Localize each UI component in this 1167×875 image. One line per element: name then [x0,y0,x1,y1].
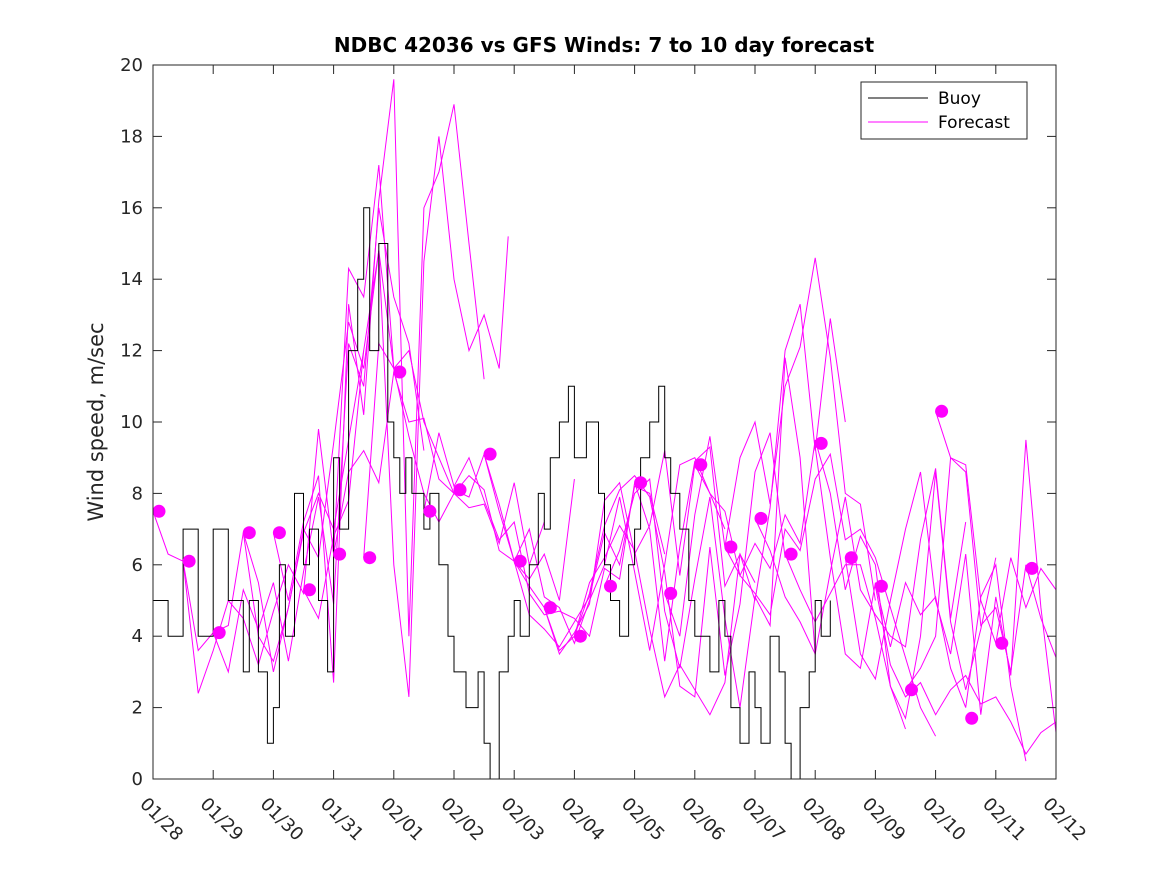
forecast-line-21 [784,471,997,720]
forecast-marker [724,540,738,554]
chart-title: NDBC 42036 vs GFS Winds: 7 to 10 day for… [334,33,875,57]
forecast-line-7 [333,371,545,567]
y-tick-label: 16 [120,198,143,219]
forecast-marker [212,626,226,640]
forecast-marker [754,511,768,525]
forecast-marker [874,579,888,593]
forecast-markers [152,365,1039,725]
forecast-line-8 [363,341,575,601]
forecast-marker [694,458,708,472]
legend: Buoy Forecast [860,81,1028,140]
legend-buoy-label: Buoy [938,89,981,109]
forecast-series [152,79,1057,762]
y-tick-label: 14 [120,269,143,290]
y-tick-label: 8 [132,483,143,504]
y-tick-label: 0 [132,769,143,790]
y-tick-label: 20 [120,55,143,76]
forecast-marker [393,365,407,379]
forecast-marker [303,583,316,597]
forecast-line-20 [754,468,967,656]
forecast-marker [483,447,497,461]
forecast-marker [814,436,828,450]
y-tick-label: 4 [132,626,143,647]
y-axis-label: Wind speed, m/sec [84,322,108,521]
forecast-marker [995,636,1009,650]
forecast-marker [453,483,467,497]
forecast-marker [604,579,617,593]
forecast-line-19 [724,452,937,737]
forecast-marker [242,526,256,540]
forecast-line-17 [664,257,876,637]
forecast-line-24 [874,586,1057,755]
forecast-line-26 [935,411,1057,673]
forecast-line-23 [844,439,1057,733]
forecast-line-16 [634,304,846,662]
forecast-marker [844,551,858,565]
forecast-marker [573,629,587,643]
forecast-marker [784,547,798,561]
forecast-line-11 [483,450,696,656]
forecast-line-22 [814,446,1027,762]
forecast-marker [1025,561,1039,575]
forecast-line-14 [573,432,786,698]
plot-area [152,64,1057,780]
forecast-line-5 [272,79,485,683]
y-tick-label: 18 [120,126,143,147]
forecast-line-12 [513,457,726,651]
forecast-marker [152,504,166,518]
buoy-line [153,207,831,780]
forecast-marker [513,554,527,568]
legend-forecast-label: Forecast [938,113,1010,133]
forecast-marker [935,404,949,418]
forecast-marker [965,711,979,725]
forecast-marker [905,683,918,697]
forecast-line-1 [152,350,365,673]
forecast-marker [182,554,196,568]
y-tick-label: 10 [120,412,143,433]
forecast-line-18 [694,439,906,730]
forecast-line-3 [212,207,425,674]
forecast-line-13 [543,524,756,716]
forecast-marker [363,551,377,565]
forecast-marker [423,504,437,518]
y-tick-label: 12 [120,341,143,362]
y-tick-label: 2 [132,698,143,719]
forecast-marker [272,526,286,540]
y-axis: 0 2 4 6 8 10 12 14 16 18 20 [120,55,1056,790]
buoy-series [153,207,831,780]
forecast-marker [543,601,557,615]
forecast-marker [664,586,678,600]
forecast-line-25 [905,456,1057,691]
y-tick-label: 6 [132,555,143,576]
forecast-marker [333,547,347,561]
forecast-marker [634,476,648,490]
axes-background [153,65,1056,779]
legend-box [860,81,1028,140]
